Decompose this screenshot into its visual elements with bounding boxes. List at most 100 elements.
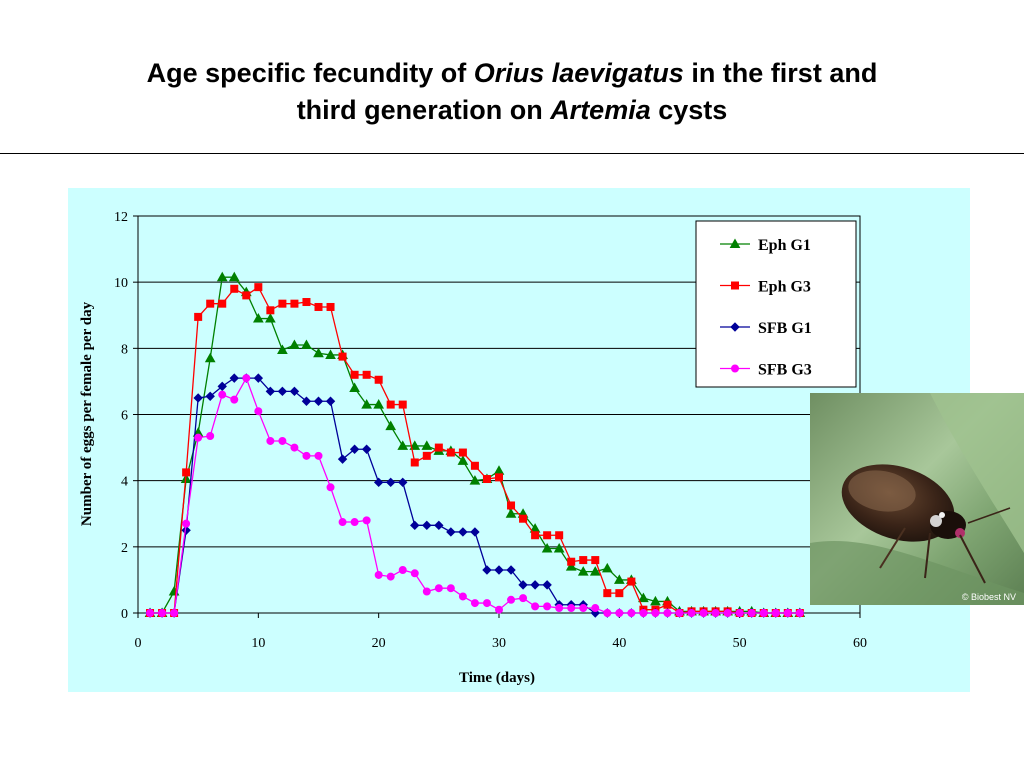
data-point-sfb-g1	[530, 580, 540, 590]
data-point-sfb-g3	[783, 609, 792, 617]
data-point-sfb-g3	[555, 604, 564, 613]
data-point-sfb-g1	[205, 391, 215, 402]
data-point-sfb-g3	[591, 604, 600, 613]
data-point-eph-g1	[228, 271, 240, 282]
legend-marker	[731, 281, 739, 290]
slide-title: Age specific fecundity of Orius laevigat…	[0, 55, 1024, 129]
data-point-sfb-g1	[337, 454, 348, 464]
legend-marker	[729, 238, 741, 248]
legend-label: SFB G3	[758, 362, 812, 379]
data-point-sfb-g3	[639, 609, 648, 617]
data-point-sfb-g3	[350, 518, 359, 527]
data-point-eph-g3	[194, 312, 203, 321]
data-point-sfb-g3	[146, 609, 155, 617]
data-point-eph-g3	[338, 352, 347, 361]
x-tick-label: 30	[492, 636, 506, 651]
data-point-sfb-g3	[218, 390, 227, 399]
data-point-sfb-g3	[374, 570, 383, 579]
insect-shape	[841, 464, 1011, 584]
data-point-sfb-g1	[301, 396, 312, 406]
data-point-eph-g3	[519, 514, 528, 523]
data-point-sfb-g3	[579, 604, 588, 613]
data-point-sfb-g3	[735, 609, 744, 617]
data-point-eph-g1	[325, 349, 336, 359]
title-text: cysts	[650, 95, 728, 125]
x-tick-label: 10	[251, 636, 265, 651]
x-tick-label: 50	[733, 636, 747, 651]
data-point-eph-g3	[615, 589, 624, 598]
data-point-eph-g3	[362, 370, 371, 379]
data-point-sfb-g3	[663, 609, 672, 617]
title-text: third generation on	[296, 95, 551, 125]
y-tick-label: 0	[121, 607, 128, 622]
legend-item-sfb-g1: SFB G1	[720, 320, 812, 337]
data-point-eph-g1	[277, 344, 288, 354]
data-point-sfb-g3	[615, 609, 624, 617]
data-point-sfb-g1	[193, 393, 203, 403]
data-point-eph-g3	[579, 556, 588, 565]
data-point-eph-g3	[627, 577, 636, 586]
data-point-sfb-g1	[361, 444, 372, 454]
data-point-eph-g1	[385, 420, 397, 431]
data-point-sfb-g3	[170, 609, 179, 617]
data-point-sfb-g1	[313, 396, 324, 406]
data-point-sfb-g3	[507, 595, 516, 604]
data-point-sfb-g1	[229, 373, 239, 383]
data-point-sfb-g1	[253, 373, 264, 383]
y-axis-label: Number of eggs per female per day	[79, 301, 95, 526]
legend-label: Eph G3	[758, 279, 811, 296]
data-point-sfb-g3	[446, 584, 455, 593]
data-point-sfb-g3	[627, 609, 636, 617]
data-point-sfb-g3	[699, 609, 708, 617]
data-point-eph-g3	[434, 443, 443, 452]
data-point-sfb-g3	[326, 483, 335, 492]
data-point-sfb-g3	[386, 572, 395, 581]
data-point-sfb-g3	[543, 602, 552, 611]
data-point-eph-g1	[638, 592, 649, 603]
data-point-sfb-g3	[242, 374, 251, 383]
data-point-sfb-g3	[434, 584, 443, 593]
legend-box	[695, 220, 857, 388]
data-point-eph-g3	[206, 299, 215, 308]
data-point-eph-g1	[409, 440, 421, 450]
data-point-sfb-g3	[278, 436, 287, 445]
data-point-sfb-g1	[410, 520, 420, 531]
data-point-sfb-g1	[506, 565, 516, 575]
data-point-eph-g1	[565, 561, 577, 571]
data-point-sfb-g1	[217, 381, 227, 392]
y-tick-label: 8	[121, 342, 128, 357]
data-point-sfb-g1	[446, 527, 456, 537]
title-text: in the first and	[683, 58, 878, 88]
data-point-sfb-g3	[531, 602, 540, 611]
data-point-sfb-g3	[422, 587, 431, 596]
data-point-eph-g1	[505, 508, 517, 518]
data-point-eph-g3	[242, 291, 251, 300]
data-point-eph-g3	[507, 501, 516, 510]
data-point-eph-g1	[421, 440, 433, 450]
data-point-eph-g3	[470, 461, 479, 470]
data-point-sfb-g1	[458, 527, 468, 537]
legend-item-sfb-g3: SFB G3	[720, 362, 812, 379]
title-text: Age specific fecundity of	[146, 58, 474, 88]
data-point-sfb-g3	[314, 451, 323, 460]
data-point-sfb-g3	[711, 609, 720, 617]
data-point-eph-g1	[577, 566, 589, 576]
title-line-1: Age specific fecundity of Orius laevigat…	[0, 55, 1024, 92]
data-point-sfb-g3	[398, 565, 407, 574]
data-point-eph-g3	[410, 458, 419, 467]
data-point-sfb-g1	[518, 580, 528, 590]
data-point-eph-g1	[469, 475, 481, 485]
data-point-eph-g1	[216, 271, 228, 282]
data-point-sfb-g1	[385, 477, 396, 488]
data-point-eph-g1	[397, 440, 409, 450]
data-point-sfb-g1	[422, 520, 432, 531]
y-tick-label: 12	[114, 210, 128, 225]
data-point-eph-g3	[555, 531, 564, 540]
insect-image: © Biobest NV	[810, 393, 1024, 605]
legend: Eph G1 Eph G3 SFB G1 SFB G3	[695, 220, 857, 388]
data-point-eph-g3	[398, 400, 407, 409]
data-point-sfb-g3	[470, 599, 479, 608]
data-point-eph-g1	[589, 566, 601, 576]
data-point-eph-g3	[182, 468, 191, 477]
